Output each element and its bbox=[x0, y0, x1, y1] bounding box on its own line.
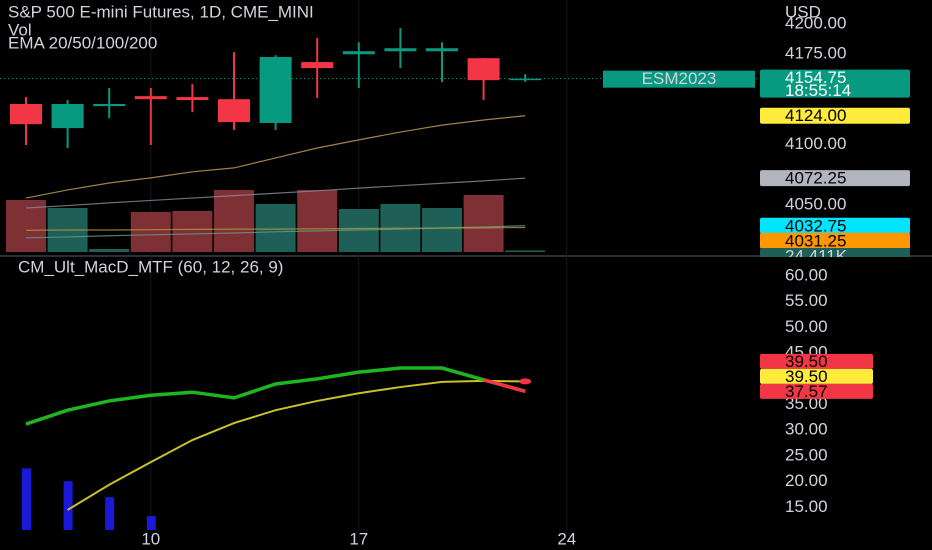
ema-price-box-bg bbox=[760, 232, 910, 249]
histogram-bar bbox=[146, 516, 156, 530]
x-tick-label: 10 bbox=[141, 529, 160, 548]
ema-price-label: 4072.25 bbox=[785, 169, 846, 188]
symbol-box-bg bbox=[603, 70, 755, 88]
ema-price-box: 4031.25 bbox=[760, 231, 910, 250]
cross-marker bbox=[519, 378, 532, 385]
ema-price-label: 4124.00 bbox=[785, 106, 846, 125]
ema-price-box-bg bbox=[760, 170, 910, 187]
volume-bar bbox=[505, 250, 546, 252]
ema-line bbox=[25, 177, 526, 209]
candle-body bbox=[10, 103, 42, 125]
ema-price-label: 4031.25 bbox=[785, 231, 846, 250]
x-tick-label: 17 bbox=[349, 529, 368, 548]
macd-price-box-bg bbox=[760, 368, 873, 384]
candle-body bbox=[301, 62, 334, 69]
volume-box-bg bbox=[760, 248, 910, 257]
candle-body bbox=[218, 99, 250, 123]
candle-body bbox=[51, 103, 84, 129]
volume-bar bbox=[422, 208, 462, 252]
y-tick-label: 4050.00 bbox=[785, 194, 846, 213]
last-price-label: 4154.75 bbox=[785, 68, 846, 87]
volume-box: 24.411K bbox=[760, 246, 910, 265]
macd-line bbox=[25, 366, 526, 426]
y-tick-label: 4175.00 bbox=[785, 44, 846, 63]
y-tick-label: 50.00 bbox=[785, 317, 828, 336]
y-tick-label: 4200.00 bbox=[785, 14, 846, 33]
signal-line bbox=[67, 379, 526, 511]
volume-bar bbox=[89, 249, 130, 252]
y-tick-label: 20.00 bbox=[785, 471, 828, 490]
ema-price-box-bg bbox=[760, 217, 910, 234]
histogram-bar bbox=[63, 481, 73, 530]
macd-price-label: 37.57 bbox=[785, 382, 828, 401]
volume-bar bbox=[463, 195, 504, 252]
macd-pane bbox=[22, 366, 532, 530]
ema-price-box: 4072.25 bbox=[760, 169, 910, 188]
price-pane bbox=[0, 28, 758, 252]
macd-price-box-bg bbox=[760, 353, 873, 369]
y-tick-label: 15.00 bbox=[785, 497, 828, 516]
symbol-label: ESM2023 bbox=[642, 69, 717, 88]
ema-price-box: 4032.75 bbox=[760, 216, 910, 235]
symbol-box: ESM2023 bbox=[603, 69, 755, 88]
candle-body bbox=[93, 103, 126, 107]
y-tick-label: 55.00 bbox=[785, 291, 828, 310]
ema-price-box-bg bbox=[760, 107, 910, 124]
macd-price-label: 39.50 bbox=[785, 352, 828, 371]
y-tick-label: 60.00 bbox=[785, 265, 828, 284]
y-tick-label: 30.00 bbox=[785, 420, 828, 439]
volume-bar bbox=[130, 212, 171, 252]
candle-body bbox=[384, 48, 417, 52]
volume-bar bbox=[255, 204, 296, 252]
histogram-bar bbox=[105, 497, 115, 530]
volume-bar bbox=[297, 190, 338, 252]
ema-price-box: 4124.00 bbox=[760, 106, 910, 125]
axes: 10 17 24 4050.00 4100.00 4175.00 4200.00 ESM202… bbox=[141, 14, 910, 548]
macd-title: CM_Ult_MacD_MTF (60, 12, 26, 9) bbox=[18, 257, 283, 276]
candle-body bbox=[176, 97, 209, 101]
macd-price-box: 39.50 bbox=[760, 367, 873, 386]
ema-title: EMA 20/50/100/200 bbox=[8, 33, 157, 52]
candle-body bbox=[134, 96, 167, 100]
ema-line bbox=[25, 226, 526, 231]
volume-label: 24.411K bbox=[785, 246, 848, 265]
candle-body bbox=[426, 48, 458, 52]
y-tick-label: 4100.00 bbox=[785, 134, 846, 153]
volume-title: Vol bbox=[8, 20, 32, 39]
histogram-bar bbox=[22, 468, 31, 530]
macd-price-box: 37.57 bbox=[760, 382, 873, 401]
x-tick-label: 24 bbox=[557, 529, 576, 548]
currency: USD bbox=[785, 2, 821, 21]
chart-title: S&P 500 E-mini Futures, 1D, CME_MINI bbox=[8, 2, 314, 21]
ema-line bbox=[25, 115, 526, 199]
volume-bar bbox=[214, 190, 254, 252]
candle-body bbox=[342, 51, 375, 55]
y-tick-label: 25.00 bbox=[785, 445, 828, 464]
countdown-label: 18:55:14 bbox=[785, 81, 851, 100]
candle-body bbox=[259, 56, 292, 123]
volume-bar bbox=[172, 211, 213, 252]
macd-cross-segment bbox=[483, 378, 526, 394]
candle-body bbox=[509, 78, 542, 81]
macd-price-label: 39.50 bbox=[785, 367, 828, 386]
macd-price-box-bg bbox=[760, 383, 873, 399]
macd-price-box: 39.50 bbox=[760, 352, 873, 371]
candle-body bbox=[467, 58, 500, 81]
last-price-box-bg bbox=[760, 69, 910, 98]
ema-price-label: 4032.75 bbox=[785, 216, 846, 235]
volume-bar bbox=[6, 200, 46, 252]
